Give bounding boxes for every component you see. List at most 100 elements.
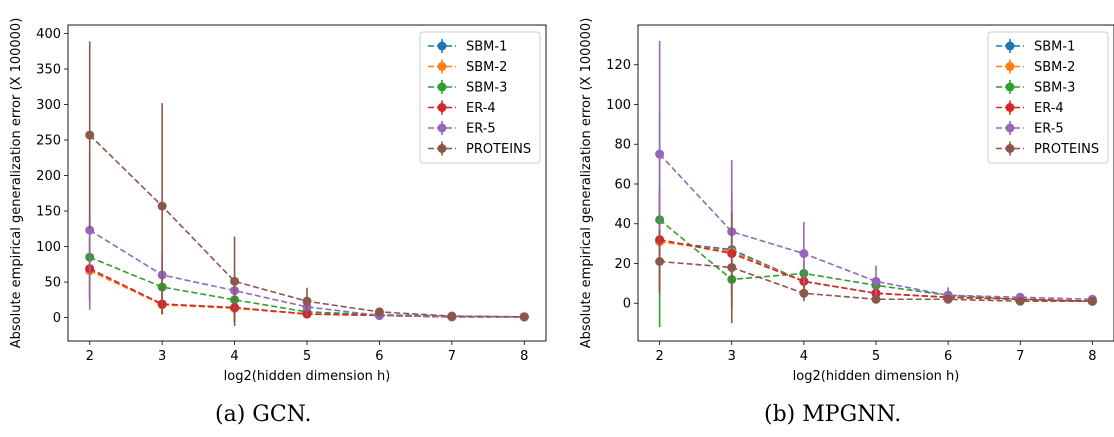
y-tick-label: 20 (614, 257, 631, 272)
data-point (1087, 296, 1097, 306)
y-tick-label: 40 (614, 217, 631, 232)
legend-label: SBM-1 (1034, 40, 1075, 55)
legend-item-er-5: ER-5 (996, 121, 1064, 137)
legend: SBM-1 SBM-2 SBM-3 ER-4 ER-5 PROTEINS (419, 31, 541, 164)
data-point (447, 311, 457, 321)
legend-label: SBM-2 (1034, 60, 1075, 75)
y-tick-label: 120 (606, 58, 631, 73)
y-tick-label: 80 (614, 138, 631, 153)
y-tick-label: 350 (36, 63, 61, 78)
legend-label: SBM-1 (466, 40, 507, 55)
y-tick-label: 250 (36, 134, 61, 149)
legend: SBM-1 SBM-2 SBM-3 ER-4 ER-5 PROTEINS (987, 31, 1109, 164)
x-tick-label: 5 (872, 349, 880, 364)
data-point (799, 288, 809, 298)
legend-label: SBM-3 (466, 81, 507, 96)
legend-marker (437, 41, 447, 51)
legend-marker (1005, 82, 1015, 92)
legend-item-sbm-3: SBM-3 (428, 80, 507, 96)
legend-marker (437, 144, 447, 153)
legend-frame (419, 31, 541, 164)
legend-marker (1005, 62, 1015, 71)
data-point (157, 201, 167, 211)
data-point (799, 249, 809, 259)
legend-item-proteins: PROTEINS (996, 141, 1099, 157)
data-point (871, 294, 881, 304)
data-point (230, 276, 240, 286)
legend-marker (437, 123, 447, 133)
legend-label: ER-4 (466, 101, 496, 116)
legend-label: SBM-2 (466, 60, 507, 75)
x-tick-label: 4 (800, 349, 808, 364)
x-tick-label: 3 (728, 349, 736, 364)
legend-marker (1005, 103, 1015, 112)
data-point (519, 312, 529, 322)
series-proteins (655, 211, 1097, 324)
chart-gcn: 2 3 4 5 6 7 8 0 50 100 150 200 250 300 350 400 log2(hidd… (9, 18, 547, 384)
data-point (727, 262, 737, 272)
legend-item-sbm-2: SBM-2 (428, 59, 507, 75)
data-point (302, 296, 312, 306)
x-tick-label: 6 (375, 349, 383, 364)
y-tick-label: 0 (623, 297, 631, 312)
legend-label: ER-5 (1034, 122, 1064, 137)
data-point (943, 294, 953, 304)
y-tick-label: 300 (36, 98, 61, 113)
plot-frame (637, 24, 1114, 342)
x-tick-label: 7 (1016, 349, 1024, 364)
legend-marker (1005, 144, 1015, 153)
x-tick-label: 7 (448, 349, 456, 364)
legend-marker (1005, 41, 1015, 51)
y-tick-label: 100 (36, 240, 61, 255)
y-axis-label: Absolute empirical generalization error … (579, 18, 594, 349)
x-tick-label: 2 (655, 349, 663, 364)
y-tick-label: 0 (53, 311, 61, 326)
series-proteins (85, 41, 529, 327)
x-tick-label: 6 (944, 349, 952, 364)
legend-item-sbm-2: SBM-2 (996, 59, 1075, 75)
legend-label: PROTEINS (1034, 142, 1099, 157)
x-axis-label: log2(hidden dimension h) (793, 369, 960, 384)
x-tick-label: 8 (520, 349, 528, 364)
caption-gcn: (a) GCN. (215, 402, 312, 427)
x-axis-label: log2(hidden dimension h) (224, 369, 391, 384)
caption-mpgnn: (b) MPGNN. (764, 402, 902, 427)
data-point (1015, 296, 1025, 306)
legend-frame (987, 31, 1109, 164)
legend-item-er-4: ER-4 (996, 100, 1064, 116)
x-tick-label: 5 (303, 349, 311, 364)
y-tick-label: 200 (36, 169, 61, 184)
x-tick-label: 3 (158, 349, 166, 364)
data-point (374, 307, 384, 317)
legend-item-proteins: PROTEINS (428, 141, 531, 157)
x-tick-label: 4 (230, 349, 238, 364)
y-tick-label: 400 (36, 27, 61, 42)
y-tick-label: 100 (606, 98, 631, 113)
x-tick-label: 2 (86, 349, 94, 364)
y-tick-label: 60 (614, 177, 631, 192)
data-point (655, 257, 665, 267)
legend-item-sbm-3: SBM-3 (996, 80, 1075, 96)
legend-marker (1005, 123, 1015, 133)
y-tick-label: 150 (36, 205, 61, 220)
legend-marker (437, 82, 447, 92)
legend-label: ER-5 (466, 122, 496, 137)
y-axis-label: Absolute empirical generalization error … (9, 18, 24, 349)
data-point (85, 130, 95, 140)
legend-item-er-4: ER-4 (428, 100, 496, 116)
legend-marker (437, 103, 447, 112)
legend-label: PROTEINS (466, 142, 531, 157)
legend-marker (437, 62, 447, 71)
legend-item-sbm-1: SBM-1 (428, 39, 507, 55)
y-tick-label: 50 (44, 276, 61, 291)
legend-label: SBM-3 (1034, 81, 1075, 96)
data-point (871, 276, 881, 286)
legend-item-sbm-1: SBM-1 (996, 39, 1075, 55)
x-tick-label: 8 (1088, 349, 1096, 364)
legend-label: ER-4 (1034, 101, 1064, 116)
legend-item-er-5: ER-5 (428, 121, 496, 137)
data-point (655, 149, 665, 159)
data-point (85, 225, 95, 235)
